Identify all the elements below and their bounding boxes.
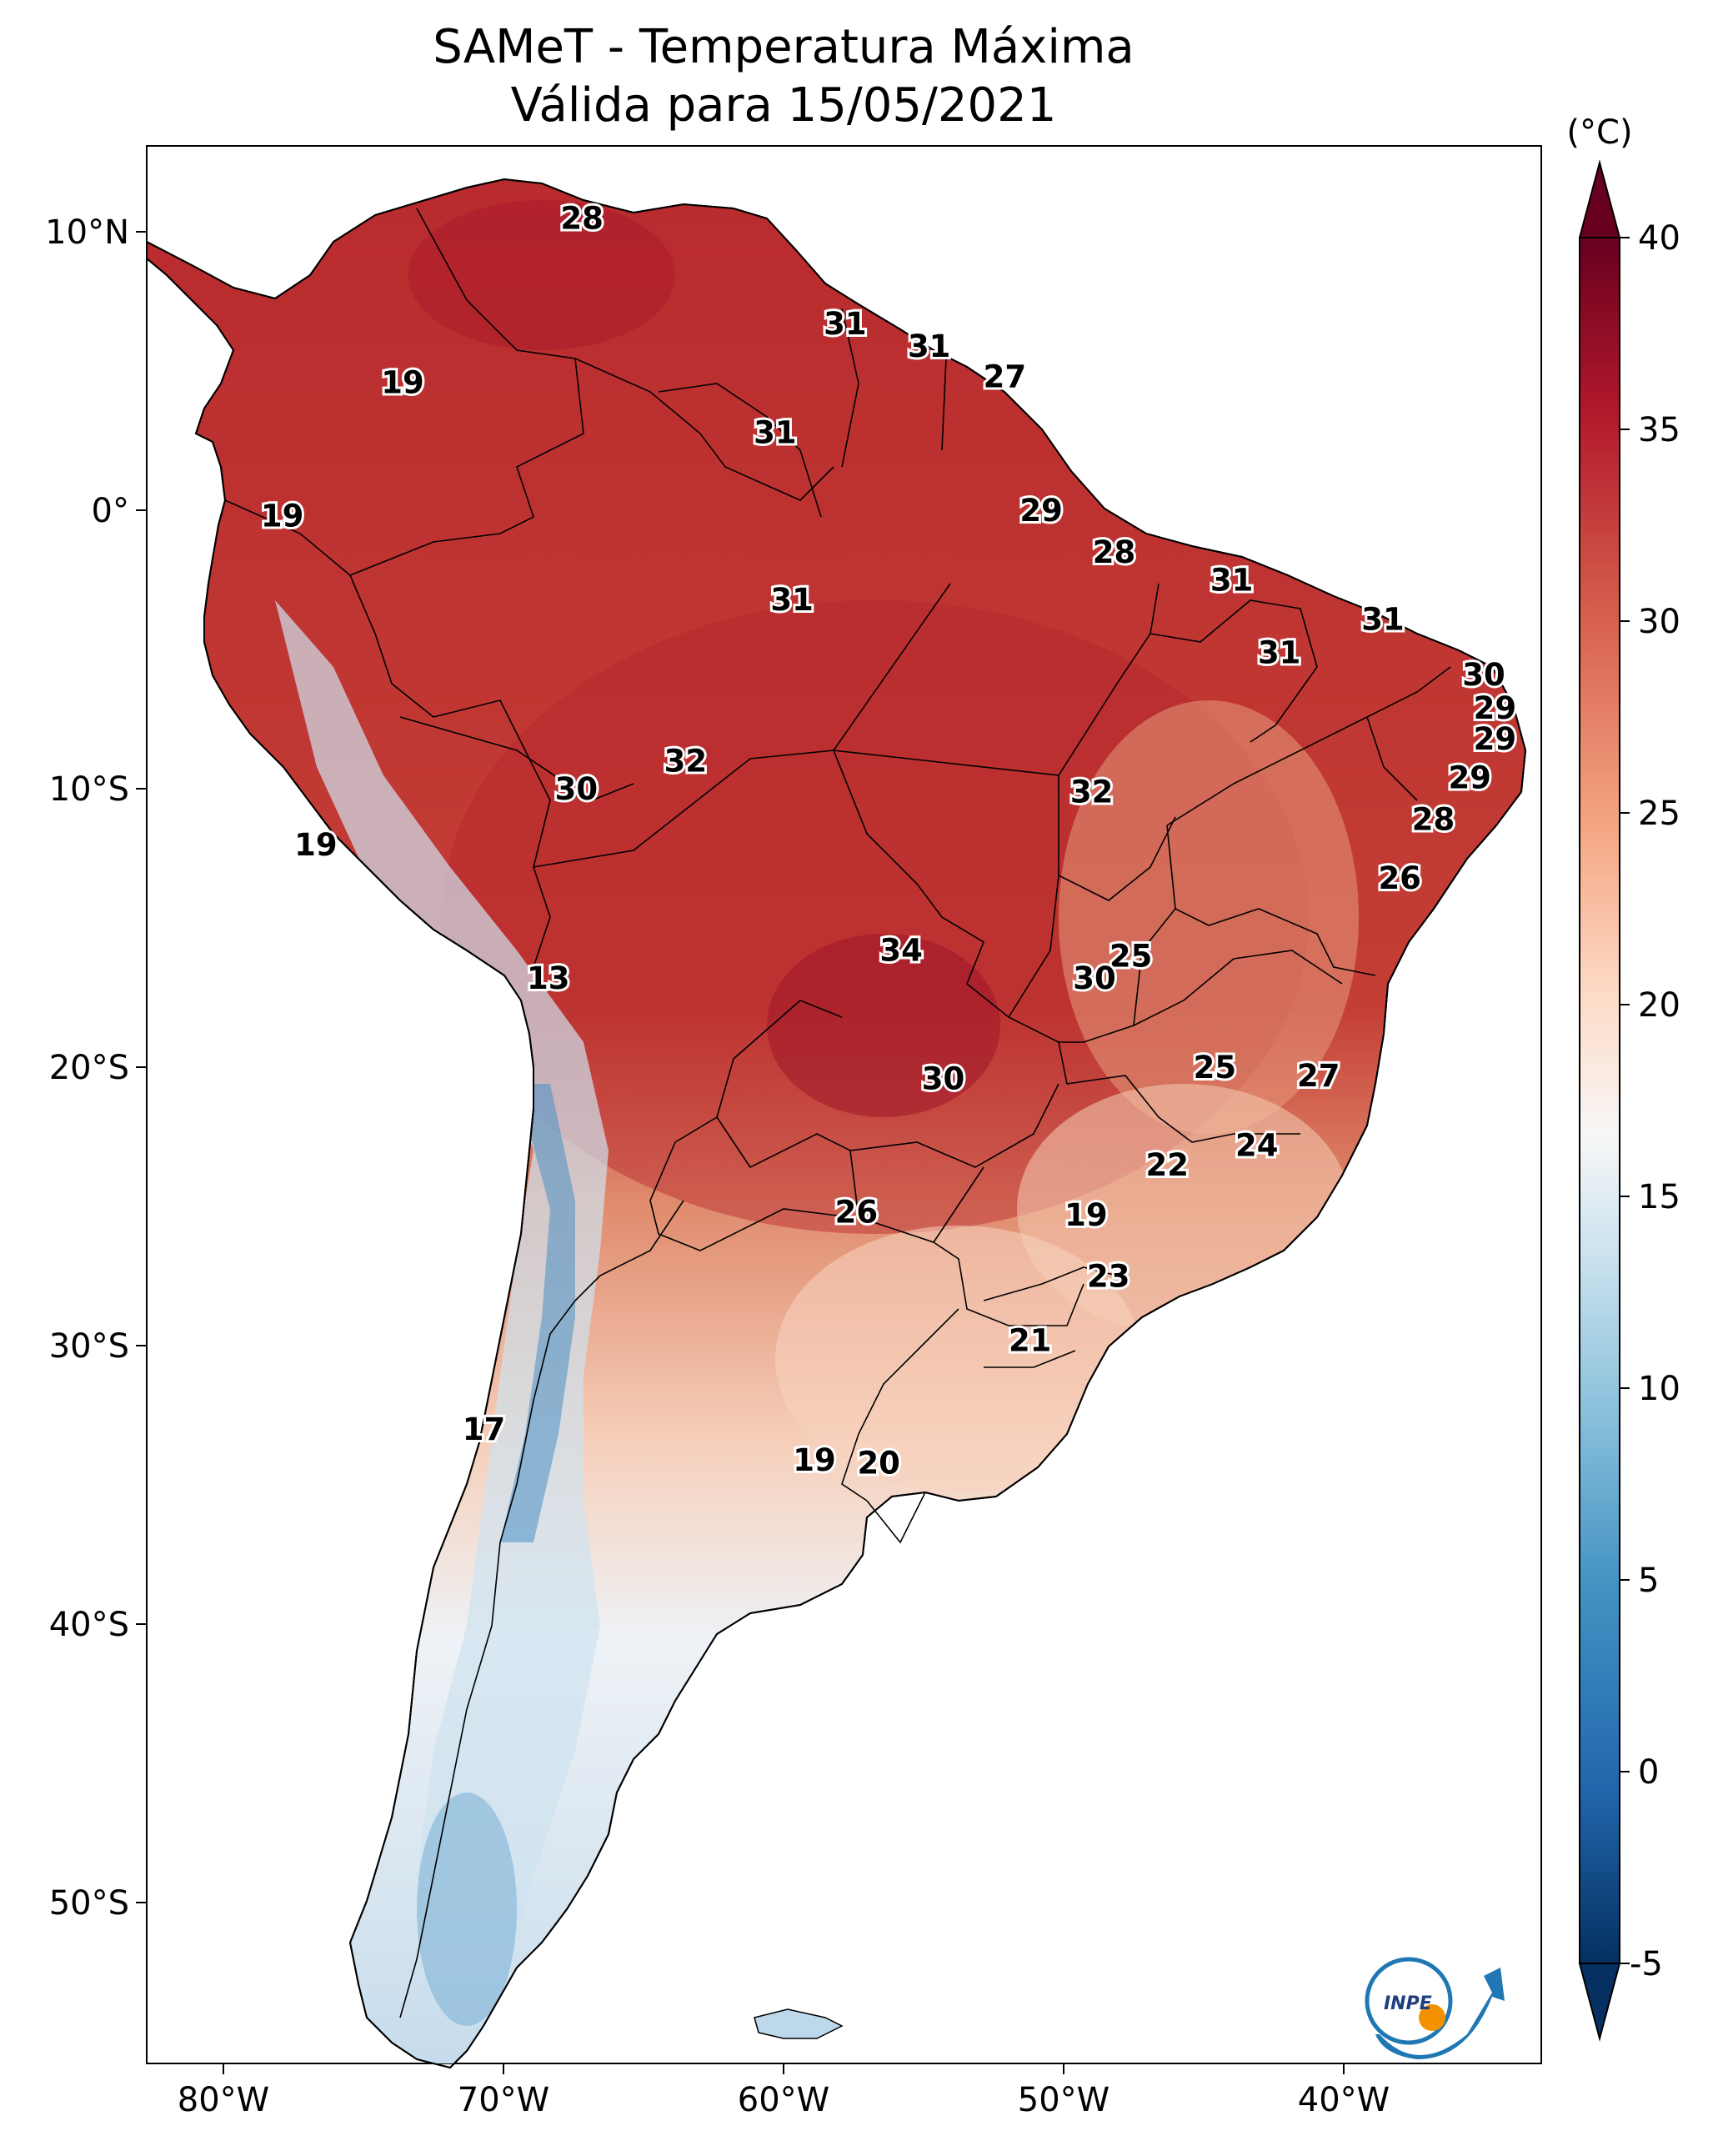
colorbar-tick-minus5: -5 — [1630, 1945, 1663, 1983]
colorbar-tick-35: 35 — [1638, 411, 1680, 449]
longitude-tick-labels: 80°W 70°W 60°W 50°W 40°W — [178, 2081, 1390, 2119]
colorbar-max-arrow — [1578, 159, 1621, 238]
colorbar-tick-25: 25 — [1638, 795, 1680, 833]
lat-tick-10s: 10°S — [49, 770, 129, 809]
temperature-label: 30 — [922, 1060, 965, 1096]
temperature-label: 30 — [555, 771, 599, 807]
title-line-1: SAMeT - Temperatura Máxima — [433, 20, 1134, 74]
lat-tick-30s: 30°S — [49, 1327, 129, 1366]
lat-tick-50s: 50°S — [49, 1884, 129, 1923]
temperature-label: 19 — [793, 1442, 836, 1478]
lat-tick-0: 0° — [92, 492, 129, 530]
temperature-label: 19 — [1064, 1197, 1108, 1233]
temperature-label: 29 — [1448, 760, 1491, 796]
lat-tick-10n: 10°N — [45, 213, 129, 252]
temperature-label: 23 — [1087, 1259, 1130, 1295]
temperature-label: 19 — [381, 364, 424, 400]
colorbar: 40 35 30 25 20 15 10 5 0 -5 (°C) — [1566, 113, 1680, 2042]
temperature-label: 26 — [835, 1195, 879, 1231]
inpe-logo: INPE — [1365, 1957, 1505, 2059]
temperature-label: 31 — [1210, 563, 1254, 599]
temperature-label: 25 — [1194, 1050, 1237, 1086]
colorbar-tick-5: 5 — [1638, 1562, 1659, 1600]
temperature-label: 31 — [1258, 634, 1301, 670]
temperature-label: 24 — [1235, 1128, 1279, 1164]
temperature-label: 19 — [261, 499, 304, 534]
lon-tick-50w: 50°W — [1018, 2081, 1109, 2119]
temperature-label: 31 — [754, 415, 797, 451]
colorbar-tick-10: 10 — [1638, 1370, 1680, 1408]
temperature-label: 28 — [1093, 534, 1136, 570]
title-line-2: Válida para 15/05/2021 — [510, 78, 1057, 133]
temperature-label: 31 — [770, 582, 814, 618]
lat-tick-40s: 40°S — [49, 1606, 129, 1644]
colorbar-scale — [1579, 237, 1620, 1964]
temperature-label: 13 — [527, 960, 570, 996]
falkland-islands — [754, 2008, 844, 2039]
temperature-label: 29 — [1019, 493, 1063, 529]
temperature-label: 31 — [908, 328, 951, 364]
borders — [224, 208, 1451, 2018]
colorbar-tick-30: 30 — [1638, 603, 1680, 641]
lon-tick-80w: 80°W — [178, 2081, 269, 2119]
colorbar-tick-20: 20 — [1638, 986, 1680, 1025]
temperature-label: 34 — [879, 933, 923, 969]
svg-text:INPE: INPE — [1384, 1993, 1432, 2014]
temperature-label: 30 — [1073, 960, 1116, 996]
temperature-label: 28 — [560, 200, 604, 236]
temperature-label: 31 — [1361, 601, 1405, 637]
temperature-label: 20 — [857, 1445, 900, 1481]
colorbar-tick-15: 15 — [1638, 1178, 1680, 1216]
temperature-label: 26 — [1378, 860, 1421, 896]
temperature-label: 22 — [1146, 1147, 1190, 1183]
lon-tick-60w: 60°W — [738, 2081, 829, 2119]
temperature-label: 17 — [463, 1411, 506, 1447]
colorbar-unit: (°C) — [1566, 113, 1632, 152]
temperature-label: 30 — [1462, 657, 1505, 693]
temperature-label: 29 — [1474, 721, 1517, 757]
temperature-label: 21 — [1009, 1322, 1052, 1358]
colorbar-tick-40: 40 — [1638, 219, 1680, 258]
temperature-label: 27 — [1297, 1058, 1340, 1094]
temperature-label: 31 — [824, 306, 867, 342]
temperature-label: 19 — [294, 827, 338, 863]
chart-title: SAMeT - Temperatura Máxima Válida para 1… — [150, 18, 1417, 135]
temperature-label: 28 — [1412, 802, 1455, 838]
temperature-label: 32 — [1070, 774, 1114, 810]
temperature-label: 27 — [984, 359, 1027, 395]
coastline — [146, 178, 1527, 2069]
temperature-label: 32 — [664, 744, 708, 780]
temperature-label: 29 — [1474, 690, 1517, 726]
colorbar-tick-0: 0 — [1638, 1753, 1659, 1792]
colorbar-min-arrow — [1578, 1963, 1621, 2042]
axis-ticks — [136, 231, 1345, 2074]
lon-tick-40w: 40°W — [1298, 2081, 1390, 2119]
lon-tick-70w: 70°W — [458, 2081, 549, 2119]
latitude-tick-labels: 10°N 0° 10°S 20°S 30°S 40°S 50°S — [45, 213, 129, 1923]
lat-tick-20s: 20°S — [49, 1049, 129, 1087]
temperature-label: 25 — [1109, 938, 1153, 974]
